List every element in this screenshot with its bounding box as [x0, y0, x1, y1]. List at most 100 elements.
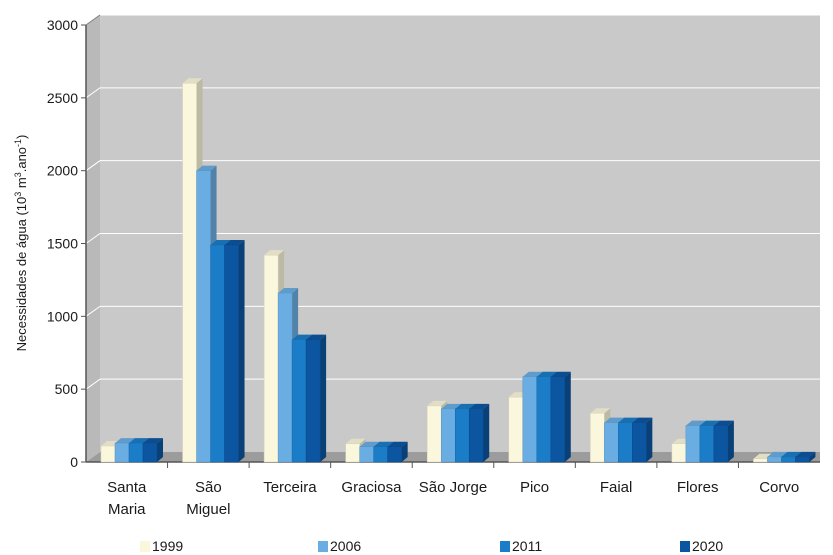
bar-top: [373, 441, 394, 447]
bar-top: [143, 438, 163, 444]
legend-item: 1999: [140, 538, 183, 554]
bar-front: [387, 446, 402, 463]
bar-front: [632, 422, 647, 463]
y-axis-label-superscript: 3: [13, 192, 23, 197]
bar-side: [401, 441, 408, 462]
bar-top: [387, 441, 408, 447]
bar-front: [550, 376, 566, 463]
bar-front: [182, 83, 197, 463]
bar-front: [508, 396, 524, 463]
bar-side: [727, 420, 734, 462]
bar-front: [277, 292, 293, 463]
y-axis-label: Necessidades de água (103 m3.ano-1): [13, 135, 29, 352]
x-tick-label: Pico: [520, 479, 549, 496]
bar-front: [522, 376, 538, 463]
bar-side: [238, 239, 245, 462]
y-tick-label: 2000: [47, 163, 78, 179]
bar-top: [441, 403, 462, 409]
bar-front: [291, 339, 307, 463]
bar-front: [671, 443, 687, 463]
bar-top: [604, 417, 625, 423]
legend-swatch: [680, 540, 690, 552]
bar-top: [345, 438, 366, 444]
bar-front: [440, 408, 456, 463]
bar-top: [767, 451, 788, 457]
bar-top: [292, 334, 313, 340]
x-tick-label: Santa: [107, 479, 147, 496]
y-tick-label: 0: [70, 454, 78, 470]
bar-front: [373, 446, 388, 463]
bar-front: [713, 425, 729, 463]
bar-side: [809, 451, 816, 462]
bar-front: [795, 456, 810, 463]
bar-top: [536, 371, 557, 377]
bar-front: [753, 458, 768, 463]
x-tick-label: São: [195, 479, 222, 496]
x-tick-label: Graciosa: [341, 479, 402, 496]
bar-top: [359, 441, 380, 447]
bar-front: [685, 425, 701, 463]
bar: [550, 371, 571, 463]
y-axis-label-superscript: -1: [13, 139, 23, 147]
bar-top: [129, 438, 149, 444]
gridline: [85, 87, 820, 99]
bar-top: [781, 451, 802, 457]
bar-top: [306, 334, 327, 340]
bar: [142, 438, 163, 463]
bar-front: [604, 422, 619, 463]
bar-front: [305, 339, 321, 463]
y-tick-label: 500: [55, 381, 79, 397]
gridline: [85, 160, 820, 172]
legend-label: 1999: [152, 538, 184, 554]
legend-label: 2006: [330, 538, 362, 554]
gridline: [85, 305, 820, 317]
x-tick-label: Miguel: [186, 501, 230, 518]
y-axis-label-text: .ano: [14, 147, 29, 172]
bar-side: [320, 334, 327, 462]
bar-side: [646, 417, 653, 462]
gridline: [85, 378, 820, 390]
y-axis-label-text: Necessidades de água (10: [14, 197, 29, 352]
y-tick-label: 2500: [47, 90, 78, 106]
bar-front: [142, 442, 158, 463]
legend-label: 2011: [512, 538, 543, 554]
legend-item: 2020: [680, 538, 723, 554]
bar-front: [454, 408, 470, 463]
bar-front: [263, 254, 279, 463]
legend-swatch: [140, 540, 150, 552]
legend-swatch: [500, 540, 510, 552]
bar-front: [468, 408, 484, 463]
bar-top: [522, 371, 543, 377]
gridline: [85, 233, 820, 244]
bar-top: [550, 371, 571, 377]
bar: [795, 451, 816, 463]
x-tick-label: São Jorge: [419, 479, 487, 496]
x-tick-label: Maria: [108, 501, 146, 518]
bar-top: [264, 250, 285, 256]
legend: 1999 2006 2011 2020: [0, 538, 833, 555]
bar-top: [618, 417, 639, 423]
bar-top: [455, 403, 476, 409]
y-tick-label: 3000: [47, 17, 78, 33]
bar-front: [536, 376, 552, 463]
y-axis-top: [85, 14, 101, 26]
bar-top: [685, 420, 706, 426]
legend-swatch: [318, 540, 328, 552]
bar-top: [278, 288, 299, 294]
x-tick-label: Corvo: [759, 479, 799, 496]
bar-front: [426, 405, 442, 463]
legend-item: 2006: [318, 538, 361, 554]
y-axis-label-text: ): [14, 135, 29, 139]
bar-front: [345, 443, 360, 463]
legend-item: 2011: [500, 538, 542, 554]
bar-front: [100, 445, 116, 463]
bar-top: [795, 451, 816, 457]
bar-front: [618, 422, 633, 463]
bar-front: [210, 244, 225, 463]
bar-top: [210, 239, 231, 245]
x-tick-label: Faial: [600, 479, 633, 496]
y-axis-label-text: m: [14, 177, 29, 191]
bar-side: [564, 371, 571, 462]
bar-top: [632, 417, 653, 423]
